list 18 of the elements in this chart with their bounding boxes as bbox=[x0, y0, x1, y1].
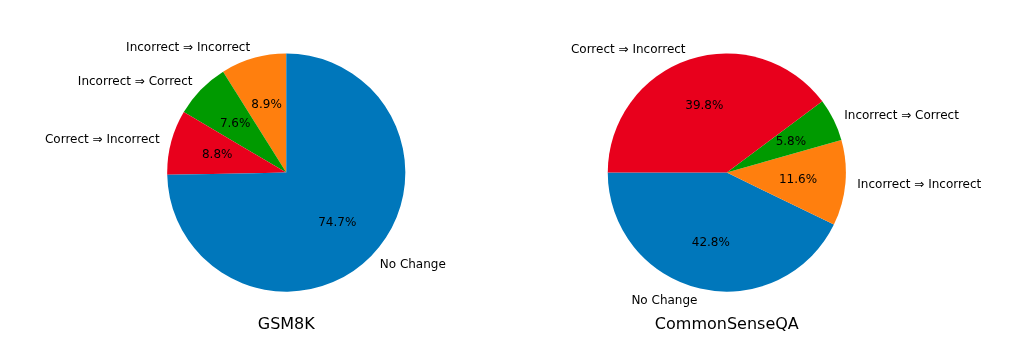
data-label: 8.8% bbox=[201, 147, 233, 162]
slice-label: Incorrect ⇒ Correct bbox=[77, 74, 193, 89]
text: CommonSenseQA bbox=[654, 313, 799, 333]
slice-label: Incorrect ⇒ Incorrect bbox=[126, 40, 251, 55]
data-label: 11.6% bbox=[778, 171, 818, 186]
data-label: 42.8% bbox=[691, 234, 730, 249]
text: GSM8K bbox=[257, 313, 316, 333]
slice-label: Correct ⇒ Incorrect bbox=[44, 132, 160, 147]
data-label: 39.8% bbox=[685, 97, 724, 112]
slice-label: No Change bbox=[631, 292, 698, 307]
slice-label: Incorrect ⇒ Incorrect bbox=[857, 177, 982, 192]
slice-label: No Change bbox=[379, 256, 446, 271]
slice-label: Incorrect ⇒ Correct bbox=[844, 107, 960, 122]
data-label: 5.8% bbox=[775, 134, 807, 149]
data-label: 8.9% bbox=[251, 97, 282, 112]
data-label: 7.6% bbox=[219, 115, 251, 130]
data-label: 74.7% bbox=[318, 215, 357, 230]
slice-label: Correct ⇒ Incorrect bbox=[570, 41, 686, 56]
